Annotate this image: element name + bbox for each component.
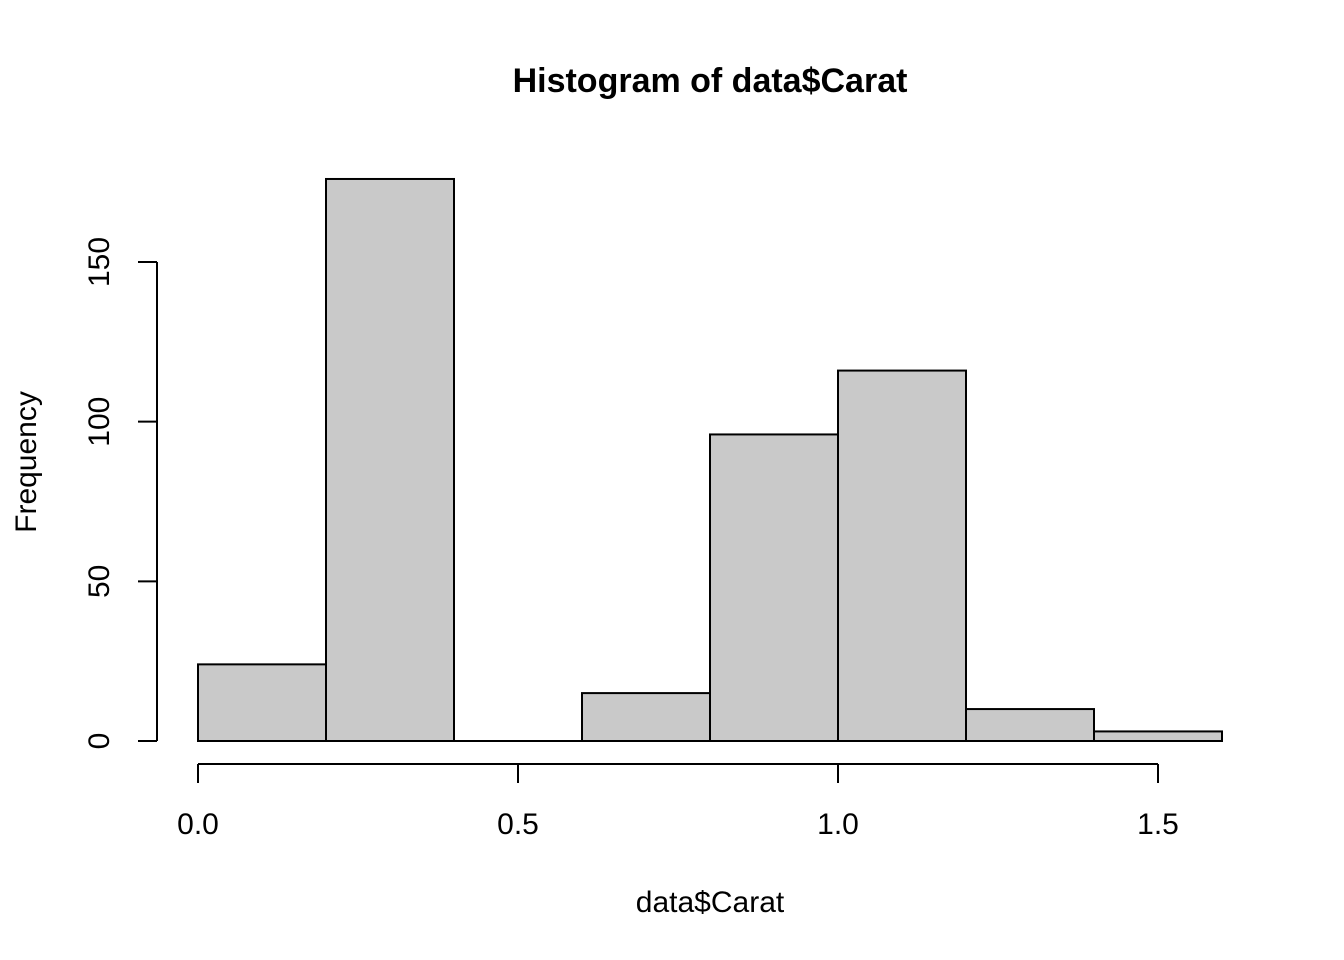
bars-group (197, 177, 1223, 742)
y-tick-label: 100 (83, 397, 116, 447)
x-tick-label: 1.0 (817, 808, 859, 841)
histogram-bar (837, 369, 967, 742)
x-tick-label: 0.0 (177, 808, 219, 841)
histogram-bar (965, 708, 1095, 742)
x-tick-label: 0.5 (497, 808, 539, 841)
histogram-bar (709, 433, 839, 742)
histogram-bar (197, 663, 327, 742)
y-axis: 0 50 100 150 (83, 237, 158, 750)
y-axis-label: Frequency (10, 391, 43, 533)
histogram-bar (1093, 730, 1223, 742)
y-tick-label: 150 (83, 237, 116, 287)
histogram-bar (325, 177, 455, 742)
y-tick-label: 50 (83, 565, 116, 598)
histogram-bar (581, 692, 711, 742)
x-axis: 0.0 0.5 1.0 1.5 (177, 763, 1179, 841)
chart-title: Histogram of data$Carat (513, 62, 908, 100)
x-axis-label: data$Carat (636, 886, 785, 919)
x-tick-label: 1.5 (1137, 808, 1179, 841)
y-tick-label: 0 (83, 733, 116, 750)
